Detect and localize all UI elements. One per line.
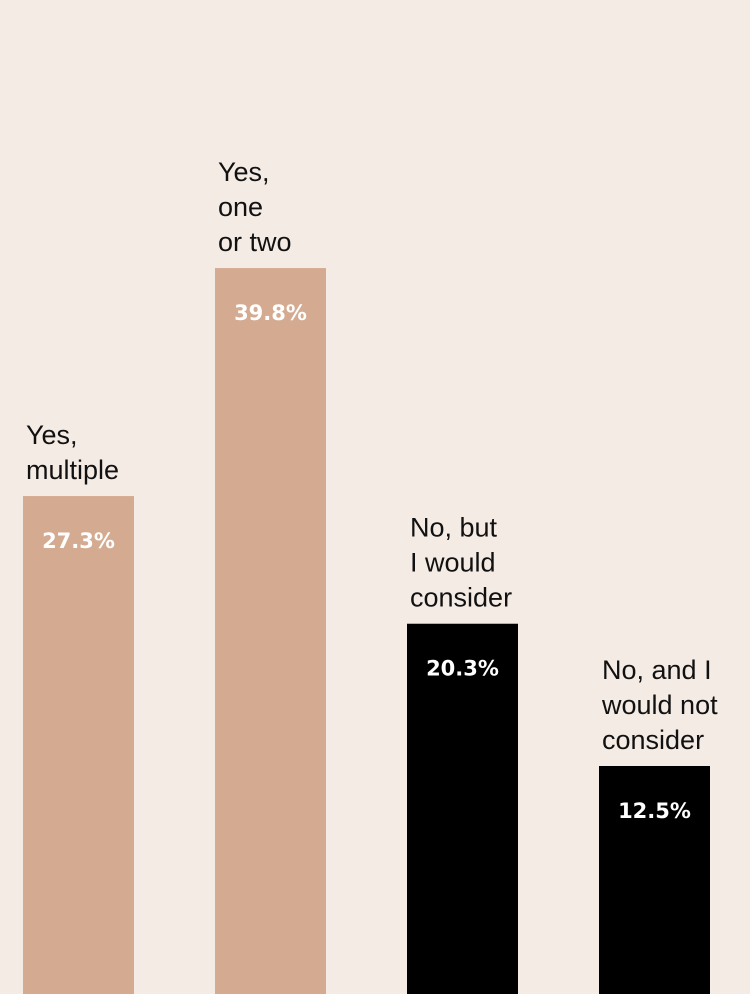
bar-3 [407, 623, 518, 994]
category-label-2-line-1: Yes, [218, 157, 270, 187]
category-label-3-line-3: consider [410, 583, 512, 613]
bar-2 [215, 268, 326, 994]
value-label-1: 27.3% [42, 529, 115, 553]
bar-1 [23, 496, 134, 994]
category-label-1-line-1: Yes, [26, 420, 78, 450]
category-label-2-line-2: one [218, 192, 263, 222]
category-label-3-line-1: No, but [410, 513, 498, 543]
category-label-1-line-2: multiple [26, 455, 119, 485]
category-label-4-line-1: No, and I [602, 655, 712, 685]
category-label-4-line-3: consider [602, 725, 704, 755]
bars-group [23, 268, 710, 994]
category-label-3-line-2: I would [410, 548, 496, 578]
value-label-2: 39.8% [234, 301, 307, 325]
category-label-4-line-2: would not [601, 690, 718, 720]
bar-4 [599, 766, 710, 994]
labels-group: 27.3% Yes, multiple 39.8% Yes, one or two 20.3%… [26, 157, 718, 823]
category-label-2-line-3: or two [218, 227, 292, 257]
value-label-3: 20.3% [426, 657, 499, 681]
value-label-4: 12.5% [618, 799, 691, 823]
